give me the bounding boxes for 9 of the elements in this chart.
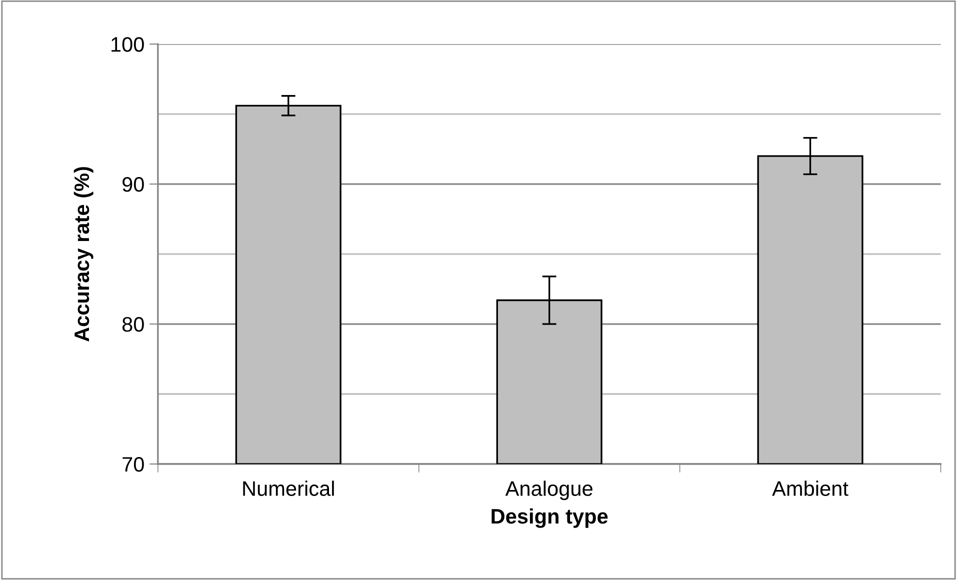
x-tick-label: Numerical [243,480,334,496]
y-tick-label: 100 [112,37,144,52]
y-tick-label: 80 [122,317,144,332]
y-axis-title: Accuracy rate (%) [74,167,94,342]
x-axis-title: Design type [492,508,608,528]
y-tick-label: 70 [122,457,144,472]
x-tick-label: Analogue [505,480,592,500]
x-tick-label: Ambient [772,480,848,496]
y-tick-label: 90 [122,177,144,192]
